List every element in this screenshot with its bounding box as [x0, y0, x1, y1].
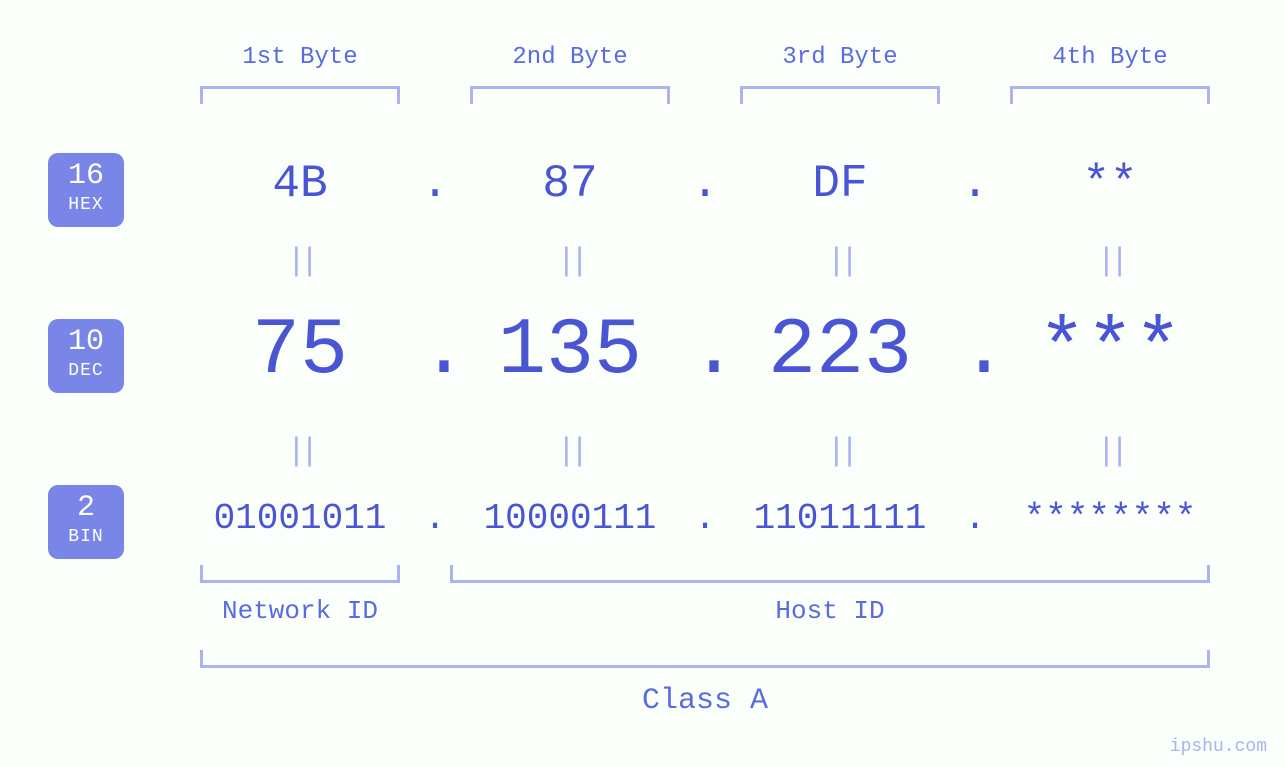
dec-byte-4: *** [990, 306, 1230, 397]
bin-byte-2: 10000111 [450, 498, 690, 539]
row-bin: 01001011 . 10000111 . 11011111 . *******… [180, 498, 1230, 539]
base-badge-hex: 16 HEX [48, 153, 124, 227]
base-num-bin: 2 [48, 493, 124, 523]
eq-2-1: || [165, 433, 435, 470]
eq-2-3: || [705, 433, 975, 470]
row-dec: 75 . 135 . 223 . *** [180, 306, 1230, 397]
bin-sep-1: . [420, 498, 450, 539]
eq-2-4: || [975, 433, 1245, 470]
row-hex: 4B . 87 . DF . ** [180, 158, 1230, 210]
eq-row-1: || || || || [165, 243, 1245, 280]
base-name-dec: DEC [48, 361, 124, 383]
byte-header-3: 3rd Byte [720, 44, 960, 71]
bin-byte-3: 11011111 [720, 498, 960, 539]
dec-byte-2: 135 [450, 306, 690, 397]
eq-2-2: || [435, 433, 705, 470]
class-label: Class A [200, 684, 1210, 718]
eq-1-1: || [165, 243, 435, 280]
network-id-label: Network ID [180, 596, 420, 626]
hex-byte-3: DF [720, 158, 960, 210]
base-name-bin: BIN [48, 527, 124, 549]
top-bracket-1 [200, 86, 400, 104]
eq-1-4: || [975, 243, 1245, 280]
top-bracket-2 [470, 86, 670, 104]
base-num-dec: 10 [48, 327, 124, 357]
bin-sep-3: . [960, 498, 990, 539]
dec-sep-2: . [690, 306, 720, 397]
host-bracket [450, 565, 1210, 583]
dec-sep-3: . [960, 306, 990, 397]
hex-sep-3: . [960, 158, 990, 210]
hex-sep-2: . [690, 158, 720, 210]
bin-byte-4: ******** [990, 498, 1230, 539]
byte-header-1: 1st Byte [180, 44, 420, 71]
class-bracket [200, 650, 1210, 668]
hex-byte-1: 4B [180, 158, 420, 210]
dec-byte-3: 223 [720, 306, 960, 397]
hex-byte-2: 87 [450, 158, 690, 210]
bin-sep-2: . [690, 498, 720, 539]
ip-diagram: 1st Byte 2nd Byte 3rd Byte 4th Byte 16 H… [0, 0, 1285, 767]
eq-1-3: || [705, 243, 975, 280]
watermark: ipshu.com [1170, 737, 1267, 757]
byte-header-4: 4th Byte [990, 44, 1230, 71]
hex-sep-1: . [420, 158, 450, 210]
dec-byte-1: 75 [180, 306, 420, 397]
top-bracket-4 [1010, 86, 1210, 104]
base-num-hex: 16 [48, 161, 124, 191]
network-bracket [200, 565, 400, 583]
host-id-label: Host ID [450, 596, 1210, 626]
byte-header-2: 2nd Byte [450, 44, 690, 71]
hex-byte-4: ** [990, 158, 1230, 210]
base-name-hex: HEX [48, 195, 124, 217]
dec-sep-1: . [420, 306, 450, 397]
eq-1-2: || [435, 243, 705, 280]
eq-row-2: || || || || [165, 433, 1245, 470]
base-badge-dec: 10 DEC [48, 319, 124, 393]
base-badge-bin: 2 BIN [48, 485, 124, 559]
top-bracket-3 [740, 86, 940, 104]
bin-byte-1: 01001011 [180, 498, 420, 539]
